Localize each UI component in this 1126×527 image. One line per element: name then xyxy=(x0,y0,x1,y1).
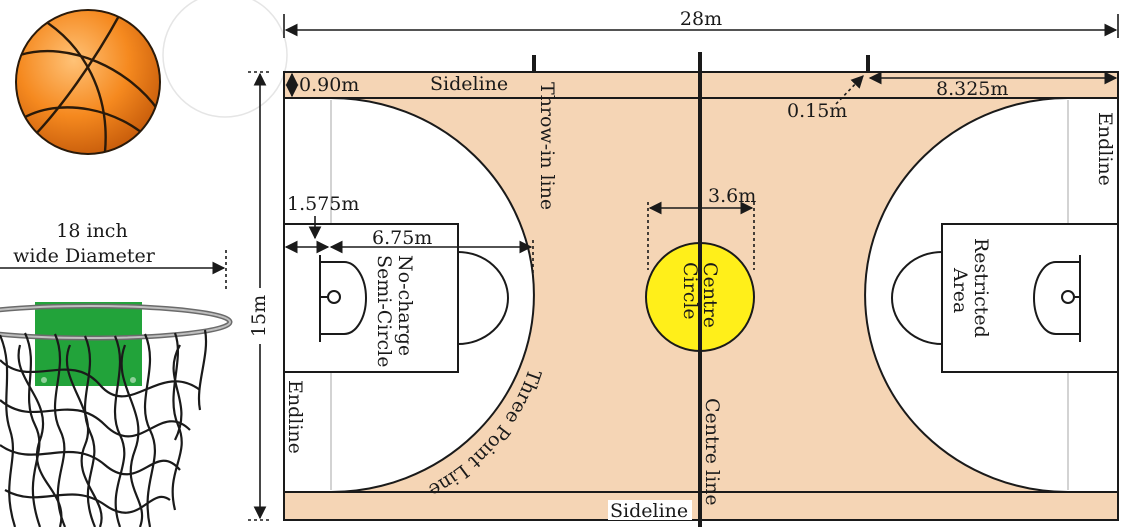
court: 28m 15m xyxy=(247,8,1119,527)
endline-label-right: Endline xyxy=(1094,112,1116,186)
net-icon xyxy=(0,329,208,527)
hoop-illustration: 18 inch wide Diameter xyxy=(0,220,233,527)
centre-circle-diameter-label: 3.6m xyxy=(708,185,756,207)
basket-offset-label: 1.575m xyxy=(287,193,359,215)
centre-circle-label-line2: Circle xyxy=(679,262,701,320)
centre-circle-label-line1: Centre xyxy=(699,262,721,328)
sideline-margin-label: 0.90m xyxy=(299,74,359,96)
no-charge-label-line2: Semi-Circle xyxy=(373,255,395,367)
endline-label-left: Endline xyxy=(284,380,306,454)
court-width-label: 15m xyxy=(248,295,270,337)
restricted-area-label-line1: Restricted xyxy=(970,238,992,338)
hoop-caption-line1: 18 inch xyxy=(56,220,127,242)
sideline-label-top: Sideline xyxy=(430,73,508,95)
sideline-label-bottom: Sideline xyxy=(610,500,688,522)
throw-in-line-label: Throw-in line xyxy=(536,82,558,210)
restricted-area-label-line2: Area xyxy=(949,267,971,313)
hoop-caption-line2: wide Diameter xyxy=(13,245,156,267)
throw-in-offset-label: 8.325m xyxy=(936,78,1008,100)
centre-line-label: Centre line xyxy=(701,398,723,506)
court-length-label: 28m xyxy=(680,8,722,30)
three-point-radius-label: 6.75m xyxy=(372,227,432,249)
basket-right xyxy=(1061,290,1075,304)
basket-left xyxy=(327,290,341,304)
restricted-area-right xyxy=(941,223,1119,373)
line-width-label: 0.15m xyxy=(787,100,847,122)
no-charge-label-line1: No-charge xyxy=(394,255,416,356)
basketball-icon xyxy=(15,9,161,155)
